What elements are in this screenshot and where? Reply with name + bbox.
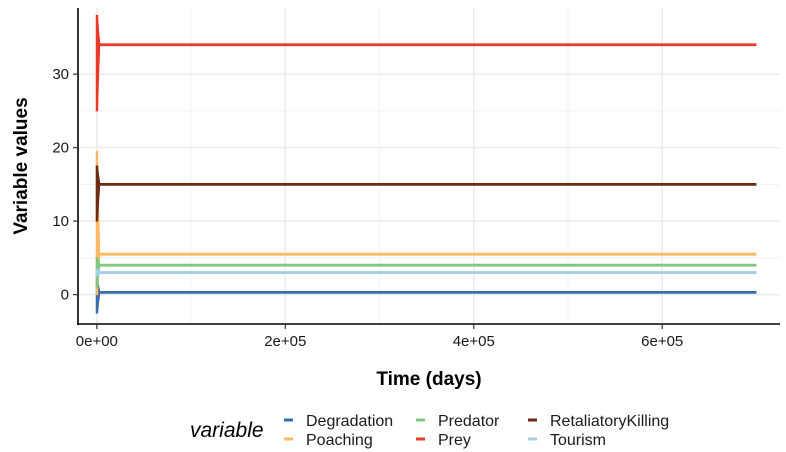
x-tick-label: 6e+05 [641, 333, 683, 350]
legend-item-prey: Prey [416, 432, 471, 449]
grid-lines [78, 8, 780, 324]
y-tick-label: 10 [52, 213, 69, 230]
series-prey [95, 14, 757, 112]
series-retaliatorykilling [95, 165, 757, 222]
legend: variable Degradation Poaching Predator Prey… [190, 413, 669, 449]
legend-item-predator: Predator [416, 413, 500, 430]
legend-title: variable [190, 419, 264, 442]
x-tick-label: 2e+05 [264, 333, 306, 350]
legend-item-degradation: Degradation [284, 413, 393, 430]
x-tick-label: 0e+00 [76, 333, 118, 350]
legend-label-poaching: Poaching [306, 432, 373, 449]
x-axis-title: Time (days) [376, 369, 481, 390]
y-tick-label: 30 [52, 66, 69, 83]
legend-label-retaliatorykilling: RetaliatoryKilling [550, 413, 669, 430]
x-tick-label: 4e+05 [453, 333, 495, 350]
series-tourism [95, 268, 757, 277]
axes: 0e+00 2e+05 4e+05 6e+05 0 10 20 30 [52, 8, 780, 350]
legend-item-tourism: Tourism [528, 432, 606, 449]
legend-label-predator: Predator [438, 413, 500, 430]
y-tick-label: 0 [61, 287, 69, 304]
legend-item-poaching: Poaching [284, 432, 373, 449]
y-tick-label: 20 [52, 140, 69, 157]
legend-item-retaliatorykilling: RetaliatoryKilling [528, 413, 669, 430]
series-degradation [95, 279, 757, 314]
series-transient-prey [95, 14, 101, 112]
legend-label-prey: Prey [438, 432, 471, 449]
legend-label-degradation: Degradation [306, 413, 393, 430]
y-axis-title: Variable values [11, 97, 32, 234]
series-lines [95, 14, 757, 314]
legend-label-tourism: Tourism [550, 432, 606, 449]
